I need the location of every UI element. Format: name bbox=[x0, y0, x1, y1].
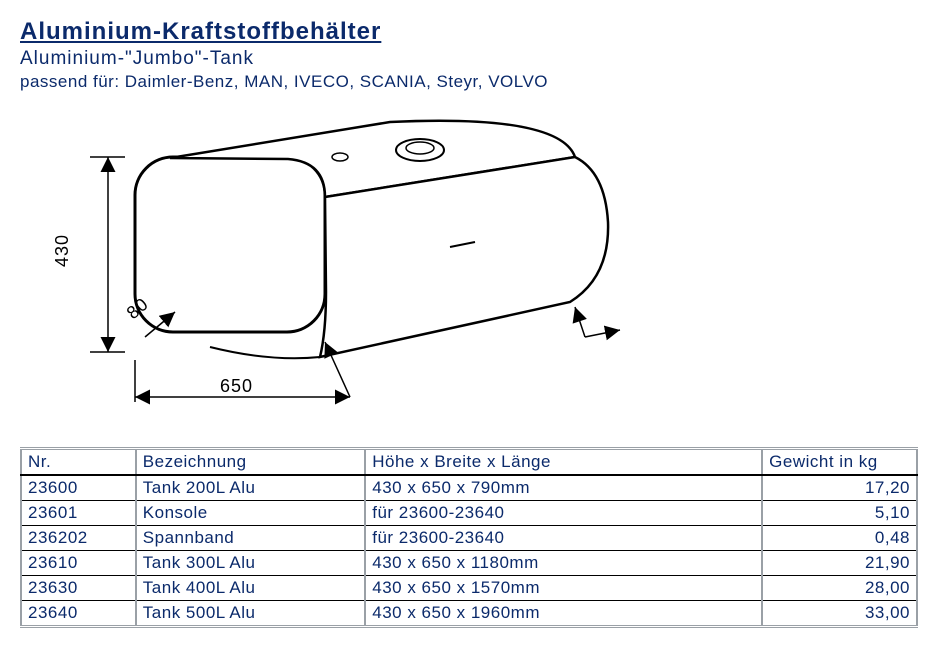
cell-weight: 17,20 bbox=[762, 475, 917, 501]
cell-desc: Tank 200L Alu bbox=[136, 475, 365, 501]
col-bezeichnung: Bezeichnung bbox=[136, 449, 365, 476]
cell-dim: 430 x 650 x 790mm bbox=[365, 475, 762, 501]
cell-dim: 430 x 650 x 1180mm bbox=[365, 551, 762, 576]
table-header-row: Nr. Bezeichnung Höhe x Breite x Länge Ge… bbox=[21, 449, 917, 476]
table-row: 23640 Tank 500L Alu 430 x 650 x 1960mm 3… bbox=[21, 601, 917, 627]
cell-weight: 28,00 bbox=[762, 576, 917, 601]
spec-table: Nr. Bezeichnung Höhe x Breite x Länge Ge… bbox=[20, 447, 918, 628]
table-row: 23630 Tank 400L Alu 430 x 650 x 1570mm 2… bbox=[21, 576, 917, 601]
cell-dim: 430 x 650 x 1570mm bbox=[365, 576, 762, 601]
tank-technical-drawing: 430 80 650 bbox=[20, 102, 660, 437]
cell-dim: für 23600-23640 bbox=[365, 501, 762, 526]
dim-length-hint bbox=[585, 330, 620, 337]
cell-desc: Tank 500L Alu bbox=[136, 601, 365, 627]
cell-desc: Tank 300L Alu bbox=[136, 551, 365, 576]
tank-bottom-edge bbox=[210, 347, 320, 358]
cell-weight: 5,10 bbox=[762, 501, 917, 526]
table-row: 236202 Spannband für 23600-23640 0,48 bbox=[21, 526, 917, 551]
page-title: Aluminium-Kraftstoffbehälter bbox=[20, 18, 918, 46]
cell-desc: Spannband bbox=[136, 526, 365, 551]
col-dimensions: Höhe x Breite x Länge bbox=[365, 449, 762, 476]
dim-width-label: 650 bbox=[220, 376, 253, 396]
col-weight: Gewicht in kg bbox=[762, 449, 917, 476]
table-row: 23601 Konsole für 23600-23640 5,10 bbox=[21, 501, 917, 526]
cell-desc: Tank 400L Alu bbox=[136, 576, 365, 601]
fit-for-line: passend für: Daimler-Benz, MAN, IVECO, S… bbox=[20, 72, 918, 92]
tank-front-face bbox=[135, 157, 325, 332]
cell-desc: Konsole bbox=[136, 501, 365, 526]
page-subtitle: Aluminium-"Jumbo"-Tank bbox=[20, 48, 918, 70]
cell-nr: 23600 bbox=[21, 475, 136, 501]
cell-weight: 33,00 bbox=[762, 601, 917, 627]
cell-nr: 23601 bbox=[21, 501, 136, 526]
table-row: 23600 Tank 200L Alu 430 x 650 x 790mm 17… bbox=[21, 475, 917, 501]
filler-cap-inner-icon bbox=[406, 142, 434, 154]
cell-dim: 430 x 650 x 1960mm bbox=[365, 601, 762, 627]
cell-weight: 21,90 bbox=[762, 551, 917, 576]
table-row: 23610 Tank 300L Alu 430 x 650 x 1180mm 2… bbox=[21, 551, 917, 576]
cell-nr: 23640 bbox=[21, 601, 136, 627]
col-nr: Nr. bbox=[21, 449, 136, 476]
dim-height-label: 430 bbox=[52, 234, 72, 267]
tank-svg: 430 80 650 bbox=[20, 102, 660, 432]
small-port-icon bbox=[332, 153, 348, 161]
cell-nr: 23630 bbox=[21, 576, 136, 601]
cell-nr: 236202 bbox=[21, 526, 136, 551]
cell-dim: für 23600-23640 bbox=[365, 526, 762, 551]
cell-weight: 0,48 bbox=[762, 526, 917, 551]
cell-nr: 23610 bbox=[21, 551, 136, 576]
